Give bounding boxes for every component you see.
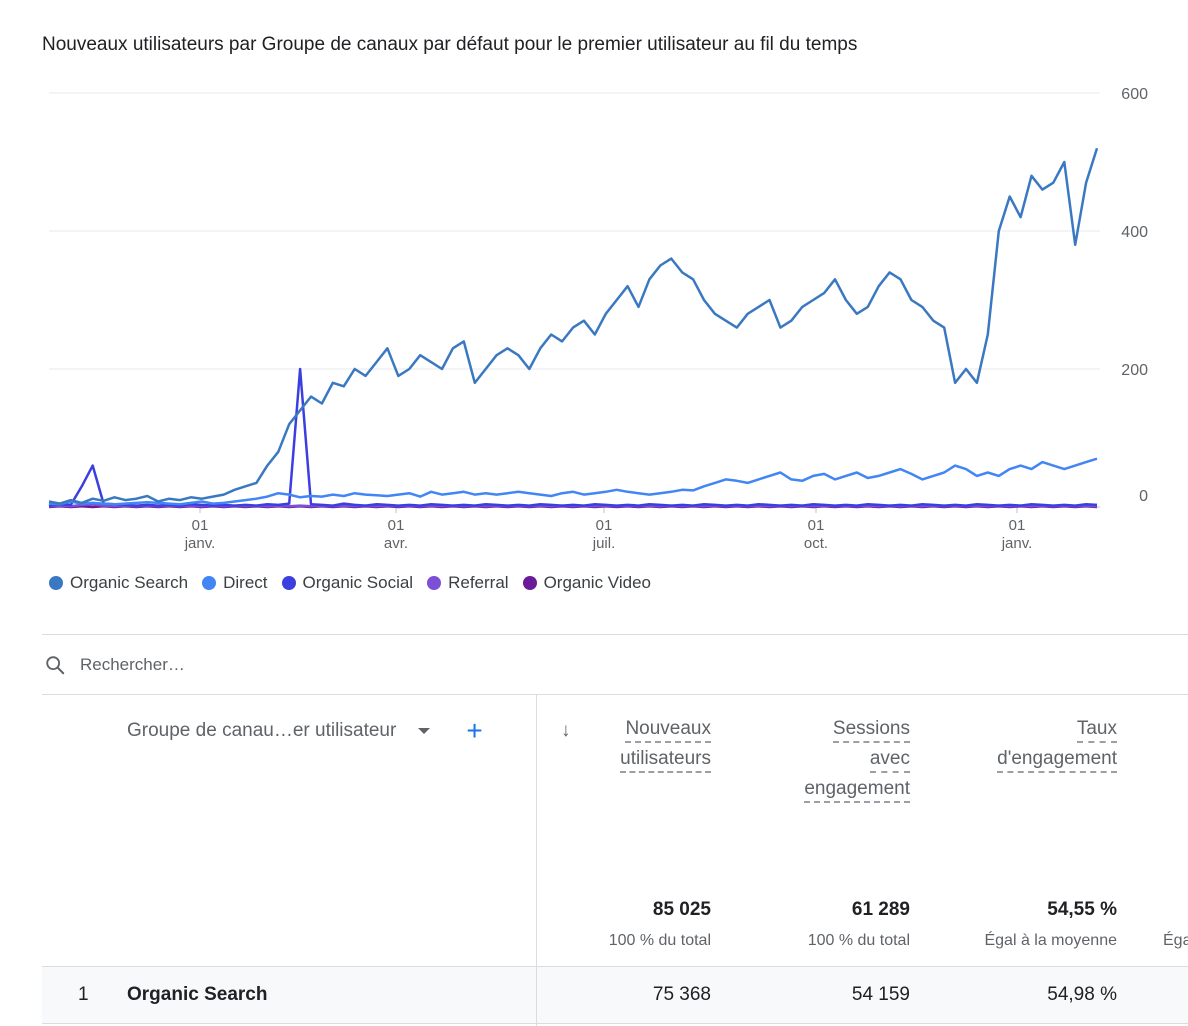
divider [42,694,1188,695]
y-tick-label: 200 [1121,362,1148,379]
divider [42,634,1188,635]
legend-item[interactable]: Organic Social [281,573,414,593]
chart-legend: Organic Search Direct Organic Social Referr… [49,573,651,593]
row-engagement-rate: 54,98 % [1047,984,1117,1005]
legend-item[interactable]: Organic Video [522,573,651,593]
total-engaged-sessions-sub: 100 % du total [807,932,910,949]
total-extra-sub: Éga [1163,932,1188,949]
header-new-users[interactable]: Nouveaux utilisateurs [620,714,711,774]
series-line-organic-search [48,147,1099,505]
legend-label: Organic Social [302,573,414,592]
search-bar[interactable]: Rechercher… [44,654,185,676]
legend-dot-icon [202,576,217,590]
column-divider [536,695,537,1026]
x-tick-label: 01 [192,517,209,534]
chart-title: Nouveaux utilisateurs par Groupe de cana… [42,34,858,55]
header-engagement-rate[interactable]: Taux d'engagement [997,714,1117,774]
x-tick-label: 01 [388,517,405,534]
x-tick-label: oct. [804,535,828,552]
sort-arrow-icon[interactable]: ↓ [561,720,571,741]
x-tick-label: 01 [1009,517,1026,534]
series-line-direct [48,457,1098,506]
chevron-down-icon[interactable] [418,728,431,734]
line-chart: 600400200001janv.01avr.01juil.01oct.01ja… [48,86,1148,552]
header-engaged-sessions[interactable]: Sessions avec engagement [804,714,910,804]
row-engaged-sessions: 54 159 [851,984,910,1005]
row-new-users: 75 368 [652,984,711,1005]
total-engagement-rate: 54,55 % [1047,899,1117,920]
add-dimension-button[interactable]: + [466,715,483,746]
row-index: 1 [78,984,89,1005]
dimension-header-label: Groupe de canau…er utilisateur [127,720,397,741]
legend-dot-icon [427,576,442,590]
legend-label: Organic Video [543,573,651,592]
total-new-users: 85 025 [652,899,711,920]
search-icon [46,656,65,675]
x-tick-label: 01 [808,517,825,534]
y-tick-label: 600 [1121,86,1148,103]
legend-label: Direct [223,573,268,592]
y-tick-label: 400 [1121,224,1148,241]
dimension-header[interactable]: Groupe de canau…er utilisateur + [127,715,483,746]
table-row[interactable]: 1 Organic Search 75 368 54 159 54,98 % [42,966,1188,1024]
x-tick-label: 01 [596,517,613,534]
legend-label: Referral [448,573,509,592]
x-tick-label: janv. [1001,535,1033,552]
x-tick-label: janv. [184,535,216,552]
search-input[interactable]: Rechercher… [80,655,185,674]
row-dimension[interactable]: Organic Search [127,984,268,1005]
y-tick-label: 0 [1139,488,1148,505]
legend-dot-icon [281,576,296,590]
series-line-referral [48,502,1098,508]
legend-label: Organic Search [70,573,189,592]
total-engaged-sessions: 61 289 [851,899,910,920]
legend-dot-icon [49,576,63,590]
column-divider [536,967,537,1023]
legend-dot-icon [522,576,537,590]
legend-item[interactable]: Organic Search [49,573,188,593]
x-tick-label: avr. [384,535,408,552]
total-new-users-sub: 100 % du total [608,932,711,949]
total-engagement-rate-sub: Égal à la moyenne [984,932,1117,949]
legend-item[interactable]: Referral [427,573,509,593]
x-tick-label: juil. [592,535,616,552]
legend-item[interactable]: Direct [202,573,268,593]
series-line-organic-social [48,367,1098,507]
